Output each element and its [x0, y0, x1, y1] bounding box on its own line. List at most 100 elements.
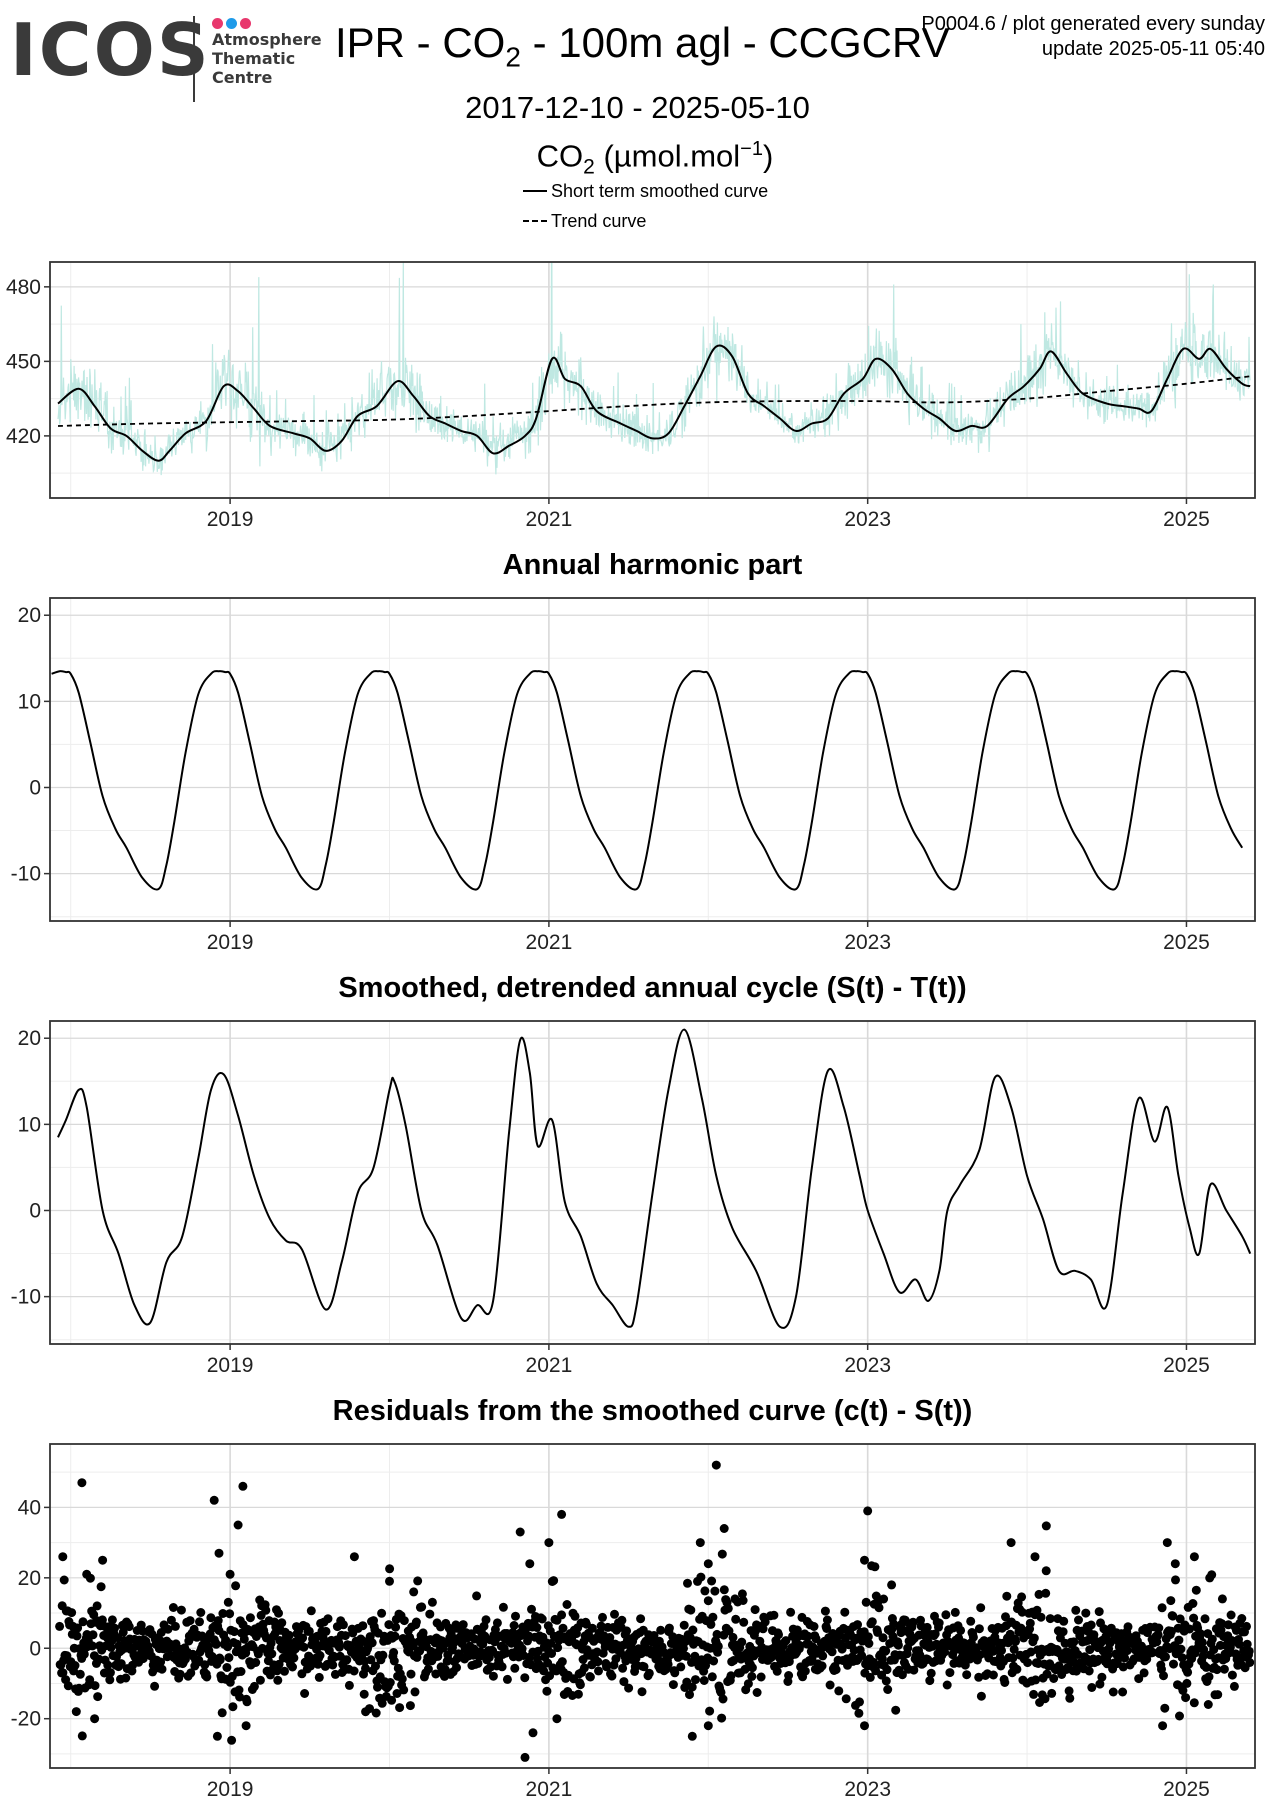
x-tick-label: 2021 — [526, 508, 573, 531]
residual-point — [719, 1585, 729, 1595]
residual-point — [756, 1672, 766, 1682]
residual-point — [854, 1708, 864, 1718]
residual-point — [681, 1651, 691, 1661]
residual-point — [976, 1603, 986, 1613]
residual-point — [103, 1660, 113, 1670]
residual-point — [1071, 1605, 1081, 1615]
residual-point — [163, 1624, 173, 1634]
residual-point — [882, 1665, 892, 1675]
residual-point — [1108, 1687, 1118, 1697]
residual-point — [617, 1615, 627, 1625]
logo-subtitle-line: Atmosphere — [212, 30, 322, 49]
residual-point — [55, 1621, 65, 1631]
residual-point — [70, 1661, 80, 1670]
residual-point — [618, 1663, 628, 1673]
plot-area — [51, 670, 1244, 891]
x-tick-label: 2021 — [526, 1354, 573, 1377]
residual-point — [610, 1609, 619, 1619]
residual-point — [1148, 1648, 1158, 1657]
residual-point — [747, 1663, 757, 1673]
y-tick-label: 40 — [18, 1496, 41, 1519]
residual-point — [1122, 1646, 1132, 1656]
residual-point — [878, 1633, 888, 1643]
residual-point — [1017, 1607, 1027, 1617]
residual-point — [1197, 1637, 1207, 1647]
residual-point — [377, 1608, 387, 1618]
residual-point — [391, 1622, 401, 1632]
residual-point — [423, 1664, 433, 1674]
residual-point — [855, 1697, 864, 1707]
residual-point — [1002, 1591, 1012, 1601]
residual-point — [228, 1702, 238, 1712]
residual-point — [481, 1615, 491, 1625]
residual-point — [861, 1597, 871, 1607]
y-tick-label: -20 — [11, 1708, 41, 1731]
residual-point — [88, 1630, 98, 1640]
residual-point — [1058, 1627, 1068, 1637]
residual-point — [1242, 1639, 1252, 1649]
plot-area — [57, 262, 1251, 476]
residual-point — [691, 1675, 700, 1685]
residual-point — [915, 1650, 925, 1660]
residual-point — [723, 1603, 733, 1613]
residual-point — [502, 1674, 512, 1684]
residual-point — [602, 1662, 611, 1672]
residual-point — [413, 1576, 423, 1586]
residual-point — [950, 1607, 960, 1617]
residual-outlier-point — [241, 1721, 251, 1731]
logo-subtitle: Atmosphere Thematic Centre — [212, 30, 322, 87]
residual-point — [1025, 1618, 1035, 1628]
residual-outlier-point — [1030, 1552, 1040, 1562]
residual-point — [1234, 1639, 1244, 1649]
residual-point — [546, 1639, 556, 1648]
residual-point — [1185, 1624, 1195, 1634]
residual-point — [277, 1618, 287, 1628]
residual-point — [196, 1608, 206, 1617]
residual-point — [1059, 1616, 1069, 1626]
logo-subtitle-line: Centre — [212, 68, 273, 87]
residual-point — [976, 1691, 986, 1701]
residual-outlier-point — [695, 1538, 705, 1548]
residual-point — [622, 1626, 632, 1636]
chart-panel-concentration: 420 450 480 2019 2021 2023 2025 — [6, 261, 1256, 531]
chart-panel-residuals: -20 0 20 40 2019 2021 2023 2025 Residuals from t… — [11, 1395, 1256, 1800]
residual-point — [497, 1662, 507, 1672]
residual-point — [150, 1681, 160, 1691]
residual-point — [825, 1680, 835, 1690]
residual-point — [527, 1604, 536, 1614]
residual-point — [410, 1687, 420, 1697]
residual-point — [186, 1668, 196, 1678]
residual-point — [58, 1668, 68, 1678]
residual-point — [831, 1665, 841, 1675]
residual-point — [473, 1658, 483, 1668]
residual-point — [1032, 1605, 1042, 1615]
residual-point — [288, 1662, 297, 1672]
residual-point — [371, 1661, 380, 1671]
residual-point — [891, 1705, 901, 1715]
residual-point — [90, 1681, 100, 1691]
residual-outlier-point — [90, 1714, 100, 1724]
residual-point — [760, 1617, 770, 1627]
residual-point — [306, 1606, 316, 1616]
residual-point — [649, 1631, 659, 1640]
residual-point — [389, 1656, 399, 1666]
residual-point — [492, 1618, 502, 1628]
residual-point — [321, 1626, 331, 1636]
residual-point — [1153, 1630, 1163, 1640]
residual-outlier-point — [863, 1506, 873, 1516]
residual-point — [1174, 1635, 1184, 1645]
residual-point — [717, 1549, 727, 1559]
residual-outlier-point — [238, 1481, 248, 1491]
residual-point — [59, 1575, 69, 1585]
residual-point — [1085, 1645, 1095, 1655]
residual-point — [273, 1675, 283, 1685]
residual-outlier-point — [515, 1527, 525, 1537]
residual-outlier-point — [711, 1460, 721, 1470]
residual-point — [774, 1630, 783, 1640]
species-prefix: CO — [536, 138, 584, 174]
residual-point — [300, 1689, 310, 1698]
residual-point — [1200, 1614, 1210, 1624]
residual-point — [1042, 1669, 1052, 1679]
residual-point — [619, 1677, 629, 1687]
residual-point — [358, 1621, 368, 1631]
